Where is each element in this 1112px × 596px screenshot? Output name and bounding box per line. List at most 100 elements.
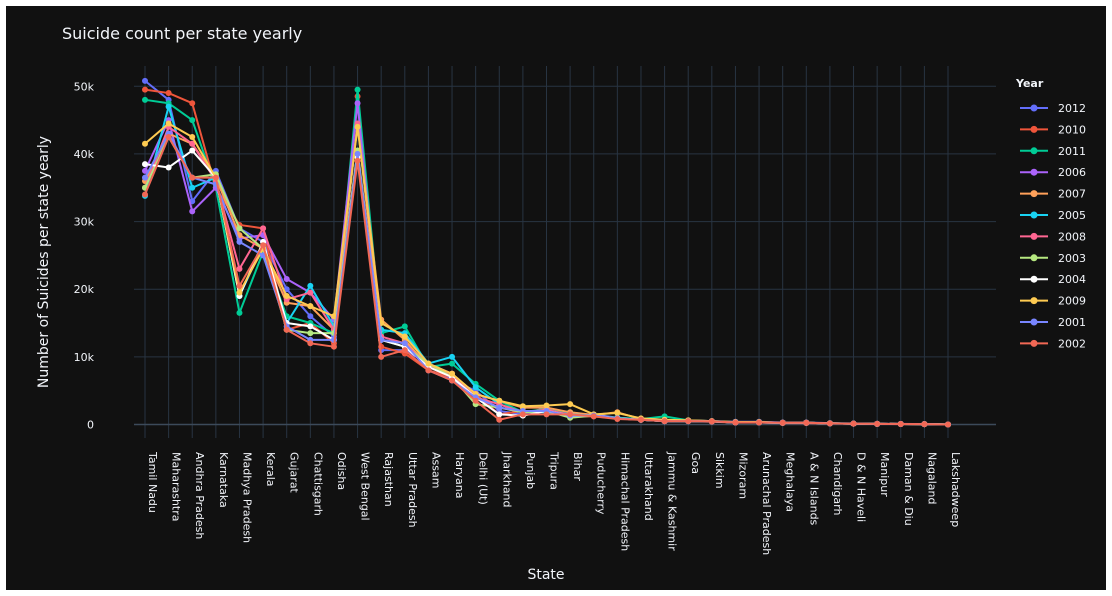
- data-point: [850, 420, 857, 427]
- data-point: [732, 419, 739, 426]
- data-point: [189, 100, 196, 107]
- x-tick-label: Punjab: [524, 452, 537, 489]
- legend-item-2009[interactable]: 2009: [1020, 295, 1086, 308]
- x-tick-label: Karnataka: [217, 452, 230, 508]
- data-point: [449, 377, 456, 384]
- data-point: [236, 309, 243, 316]
- x-axis-ticks: Tamil Nadu Maharashtra Andhra Pradesh Karna…: [146, 451, 962, 555]
- x-tick-label: Tamil Nadu: [146, 451, 159, 513]
- legend-item-2002[interactable]: 2002: [1020, 337, 1086, 350]
- data-point: [945, 421, 951, 428]
- legend-item-2011[interactable]: 2011: [1020, 145, 1086, 158]
- legend-label: 2012: [1058, 102, 1086, 115]
- x-tick-label: D & N Haveli: [855, 452, 868, 522]
- x-tick-label: Goa: [689, 452, 702, 474]
- data-point: [212, 174, 219, 181]
- x-tick-label: Andhra Pradesh: [193, 452, 206, 539]
- legend-swatch-marker: [1030, 190, 1038, 198]
- x-tick-label: Nagaland: [925, 452, 938, 504]
- legend-swatch-marker: [1030, 318, 1038, 326]
- x-tick-label: Manipur: [878, 452, 891, 497]
- data-point: [307, 282, 314, 289]
- data-point: [260, 242, 267, 249]
- data-point: [354, 123, 361, 130]
- data-point: [401, 333, 408, 340]
- data-point: [543, 402, 550, 409]
- legend-title: Year: [1015, 77, 1044, 90]
- data-point: [685, 418, 692, 425]
- data-point: [189, 134, 196, 141]
- legend-swatch-marker: [1030, 254, 1038, 262]
- data-point: [189, 184, 196, 191]
- data-point: [236, 225, 243, 232]
- legend-label: 2010: [1058, 123, 1086, 136]
- y-tick-label: 0: [87, 418, 94, 431]
- data-point: [519, 403, 526, 410]
- y-tick-label: 30k: [74, 216, 95, 229]
- x-tick-label: Haryana: [453, 452, 466, 499]
- x-tick-label: Uttarakhand: [642, 452, 655, 521]
- legend-item-2004[interactable]: 2004: [1020, 273, 1086, 286]
- x-tick-label: Daman & Diu: [902, 452, 915, 526]
- chart-container: Tamil Nadu Maharashtra Andhra Pradesh Karna…: [6, 6, 1106, 590]
- legend-swatch-marker: [1030, 168, 1038, 176]
- legend-item-2007[interactable]: 2007: [1020, 188, 1086, 201]
- data-point: [637, 416, 644, 423]
- data-point: [142, 191, 148, 198]
- x-tick-label: Delhi (Ut): [477, 452, 490, 505]
- data-point: [519, 411, 526, 418]
- y-tick-label: 20k: [74, 283, 95, 296]
- y-tick-label: 50k: [74, 80, 95, 93]
- data-point: [307, 340, 314, 347]
- legend-item-2005[interactable]: 2005: [1020, 209, 1086, 222]
- data-point: [236, 265, 243, 272]
- data-point: [283, 286, 290, 293]
- legend-label: 2009: [1058, 295, 1086, 308]
- data-point: [307, 303, 314, 310]
- legend-item-2012[interactable]: 2012: [1020, 102, 1086, 115]
- legend-label: 2007: [1058, 188, 1086, 201]
- legend-label: 2008: [1058, 230, 1086, 243]
- data-point: [803, 419, 810, 426]
- legend-swatch-marker: [1030, 211, 1038, 219]
- data-point: [189, 117, 196, 124]
- data-point: [142, 167, 148, 174]
- x-axis-title: State: [527, 567, 564, 583]
- x-tick-label: Lakshadweep: [949, 452, 962, 527]
- data-point: [260, 225, 267, 232]
- x-tick-label: Uttar Pradesh: [406, 452, 419, 528]
- legend-item-2006[interactable]: 2006: [1020, 166, 1086, 179]
- x-tick-label: Chandigarh: [831, 452, 844, 515]
- legend-item-2008[interactable]: 2008: [1020, 230, 1086, 243]
- data-point: [543, 411, 550, 418]
- x-tick-label: Mizoram: [736, 452, 749, 499]
- x-tick-label: Jammu & Kashmir: [666, 451, 679, 551]
- x-tick-label: Kerala: [264, 452, 277, 487]
- data-point: [779, 419, 786, 426]
- data-point: [354, 157, 361, 164]
- data-point: [449, 353, 456, 360]
- data-point: [236, 282, 243, 289]
- legend-item-2010[interactable]: 2010: [1020, 123, 1086, 136]
- legend-label: 2011: [1058, 145, 1086, 158]
- data-point: [567, 401, 574, 408]
- data-point: [401, 347, 408, 354]
- data-point: [165, 134, 172, 141]
- x-tick-label: Assam: [429, 452, 442, 488]
- legend-swatch-marker: [1030, 232, 1038, 240]
- legend-label: 2006: [1058, 166, 1086, 179]
- x-tick-label: Rajasthan: [382, 452, 395, 507]
- data-point: [307, 313, 314, 320]
- line-chart: Tamil Nadu Maharashtra Andhra Pradesh Karna…: [36, 24, 1086, 583]
- legend-item-2001[interactable]: 2001: [1020, 316, 1086, 329]
- data-point: [189, 208, 196, 215]
- y-axis-title: Number of Suicides per state yearly: [36, 136, 52, 388]
- legend-item-2003[interactable]: 2003: [1020, 252, 1086, 265]
- x-tick-label: Jharkhand: [500, 451, 513, 508]
- data-point: [756, 419, 763, 426]
- data-point: [142, 96, 148, 103]
- legend-label: 2005: [1058, 209, 1086, 222]
- data-point: [472, 384, 479, 391]
- data-point: [449, 370, 456, 377]
- data-point: [330, 313, 337, 320]
